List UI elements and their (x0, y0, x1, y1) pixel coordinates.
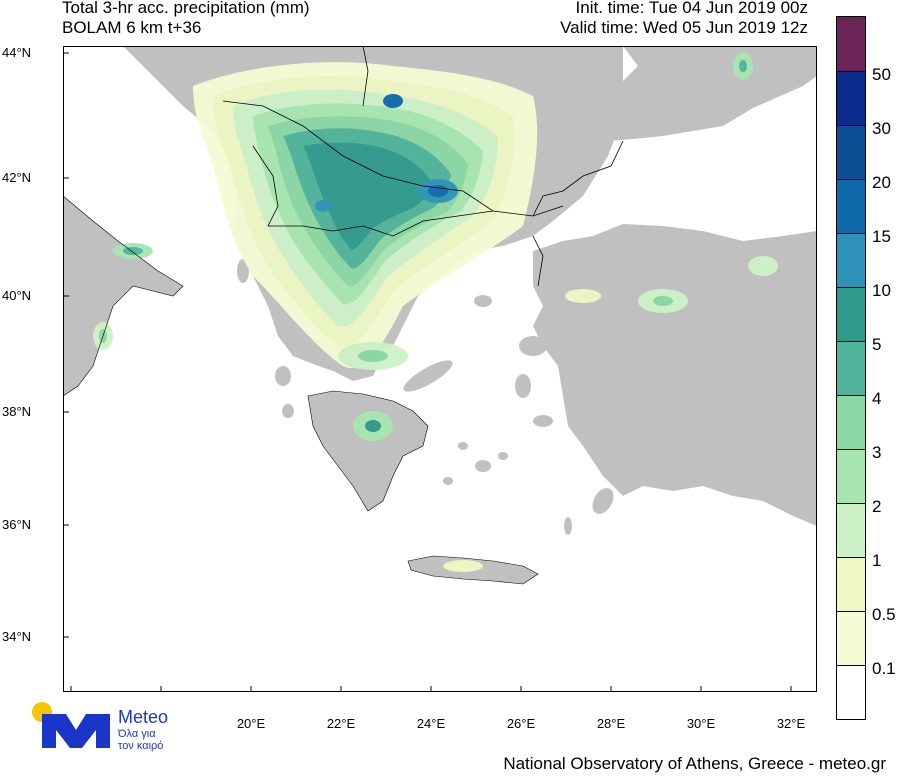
model-subtitle: BOLAM 6 km t+36 (62, 18, 202, 37)
legend-label: 4 (872, 389, 882, 409)
lon-label-26: 26°E (506, 716, 536, 731)
init-time: Init. time: Tue 04 Jun 2019 00z (575, 0, 808, 17)
island-karpathos (564, 517, 572, 535)
island-lemnos (474, 295, 492, 307)
legend-label: 2 (872, 497, 882, 517)
legend-swatch (837, 611, 865, 665)
legend-swatch (837, 125, 865, 179)
island-chios (515, 374, 531, 398)
legend-swatch (837, 341, 865, 395)
map-frame (63, 46, 817, 692)
logo-tagline: Όλα για τον καιρό (118, 728, 163, 752)
island-cyclades-2 (498, 452, 508, 460)
legend-label: 0.5 (872, 605, 896, 625)
legend-swatch (837, 665, 865, 719)
island-rhodes (592, 488, 614, 514)
lat-label-38: 38°N (2, 404, 32, 419)
lat-label-44: 44°N (2, 45, 32, 60)
credit-text: National Observatory of Athens, Greece -… (503, 754, 886, 773)
island-zakynthos (282, 404, 294, 418)
lat-ticks (63, 52, 69, 638)
legend-label: 5 (872, 335, 882, 355)
precipitation-map (63, 46, 817, 692)
land-peloponnese (308, 391, 428, 511)
legend-swatch (837, 449, 865, 503)
lon-label-32: 32°E (776, 716, 806, 731)
island-samos (533, 415, 553, 427)
valid-time: Valid time: Wed 05 Jun 2019 12z (560, 18, 808, 37)
legend-swatch (837, 17, 865, 71)
lon-ticks (70, 686, 792, 692)
land-balkans (63, 46, 817, 141)
lon-label-22: 22°E (326, 716, 356, 731)
legend-label: 0.1 (872, 659, 896, 679)
legend-label: 30 (872, 119, 891, 139)
legend-swatch (837, 287, 865, 341)
logo-tagline-line-1: Όλα για (118, 728, 156, 740)
land-anatolia (533, 224, 817, 526)
legend-label: 20 (872, 173, 891, 193)
lat-label-42: 42°N (2, 170, 32, 185)
legend-label: 3 (872, 443, 882, 463)
island-cyclades-1 (458, 442, 468, 450)
legend-swatch (837, 233, 865, 287)
island-lesbos (519, 336, 547, 356)
legend-swatch (837, 71, 865, 125)
map-title: Total 3-hr acc. precipitation (mm) (62, 0, 310, 17)
lat-label-40: 40°N (2, 288, 32, 303)
lon-label-30: 30°E (686, 716, 716, 731)
country-borders (222, 46, 624, 287)
lat-label-34: 34°N (2, 629, 32, 644)
lat-label-36: 36°N (2, 517, 32, 532)
legend-label: 10 (872, 281, 891, 301)
legend-swatch (837, 557, 865, 611)
island-cyclades-3 (443, 477, 453, 485)
precip-legend (836, 16, 866, 720)
legend-label: 15 (872, 227, 891, 247)
island-euboea (403, 360, 453, 392)
legend-swatch (837, 503, 865, 557)
legend-label: 1 (872, 551, 882, 571)
coastlines (63, 195, 539, 585)
m-letter-icon (42, 714, 110, 748)
lon-label-24: 24°E (416, 716, 446, 731)
lon-label-20: 20°E (236, 716, 266, 731)
logo-tagline-line-2: τον καιρό (118, 740, 164, 752)
island-naxos (475, 460, 491, 472)
island-corfu (237, 259, 249, 283)
map-title-block: Total 3-hr acc. precipitation (mm) BOLAM… (62, 0, 310, 38)
meteo-logo (32, 702, 110, 748)
legend-swatch (837, 179, 865, 233)
lon-label-28: 28°E (596, 716, 626, 731)
legend-swatch (837, 395, 865, 449)
island-kefalonia (275, 366, 291, 386)
time-block: Init. time: Tue 04 Jun 2019 00z Valid ti… (560, 0, 808, 38)
logo-name: Meteo (118, 707, 169, 727)
legend-label: 50 (872, 65, 891, 85)
precip-field (93, 52, 778, 572)
